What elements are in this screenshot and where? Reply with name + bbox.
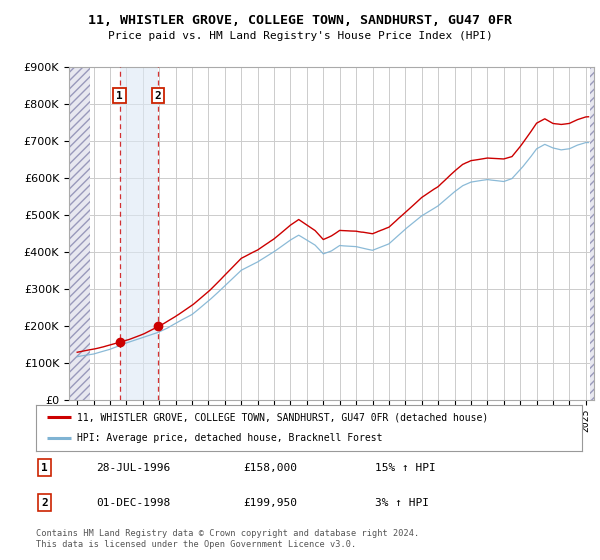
Text: 1: 1 (41, 463, 48, 473)
Text: 2: 2 (155, 91, 161, 101)
Text: 15% ↑ HPI: 15% ↑ HPI (374, 463, 435, 473)
Text: £158,000: £158,000 (244, 463, 298, 473)
Text: Price paid vs. HM Land Registry's House Price Index (HPI): Price paid vs. HM Land Registry's House … (107, 31, 493, 41)
Text: HPI: Average price, detached house, Bracknell Forest: HPI: Average price, detached house, Brac… (77, 433, 382, 444)
Bar (590, 67, 594, 400)
Text: 11, WHISTLER GROVE, COLLEGE TOWN, SANDHURST, GU47 0FR: 11, WHISTLER GROVE, COLLEGE TOWN, SANDHU… (88, 14, 512, 27)
Text: 2: 2 (41, 498, 48, 507)
Text: 11, WHISTLER GROVE, COLLEGE TOWN, SANDHURST, GU47 0FR (detached house): 11, WHISTLER GROVE, COLLEGE TOWN, SANDHU… (77, 412, 488, 422)
Bar (119, 67, 158, 400)
Text: 1: 1 (116, 91, 123, 101)
Text: Contains HM Land Registry data © Crown copyright and database right 2024.
This d: Contains HM Land Registry data © Crown c… (36, 529, 419, 549)
Text: £199,950: £199,950 (244, 498, 298, 507)
Bar (69, 67, 89, 400)
Text: 01-DEC-1998: 01-DEC-1998 (96, 498, 170, 507)
Text: 28-JUL-1996: 28-JUL-1996 (96, 463, 170, 473)
Text: 3% ↑ HPI: 3% ↑ HPI (374, 498, 428, 507)
